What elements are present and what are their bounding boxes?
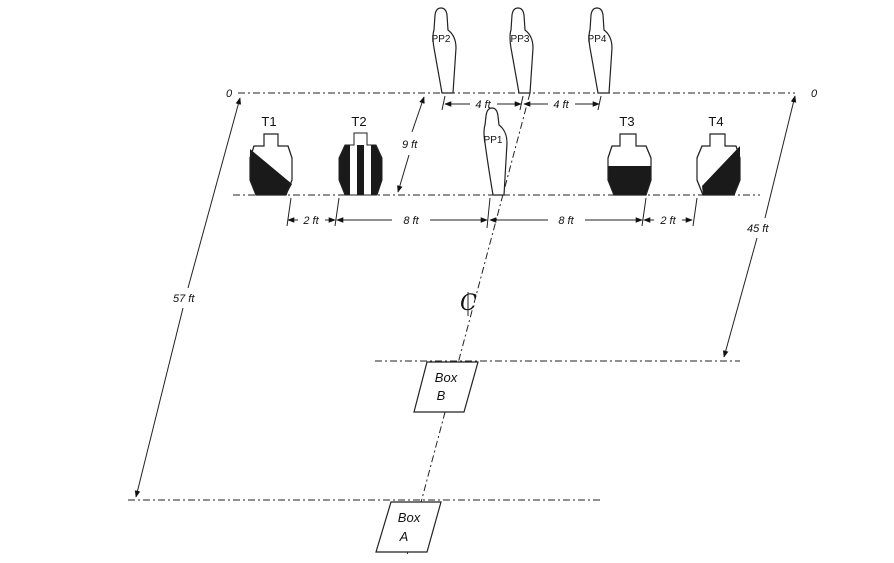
box-b-distance-label: 45 ft bbox=[747, 223, 769, 235]
t2-stripe-right bbox=[364, 145, 371, 195]
t2-stripe-left bbox=[350, 145, 357, 195]
t2-shading bbox=[339, 145, 382, 195]
box-a bbox=[375, 501, 442, 553]
pp-gap-right-label: 4 ft bbox=[553, 99, 569, 111]
box-b-label-line2: B bbox=[437, 388, 446, 403]
box-b-label-line1: Box bbox=[435, 370, 458, 385]
center-t3-label: 8 ft bbox=[558, 215, 574, 227]
t3-shading bbox=[608, 166, 651, 195]
box-a-label-line2: A bbox=[399, 529, 409, 544]
target-t1 bbox=[249, 133, 293, 196]
pp1-label: PP1 bbox=[484, 135, 503, 146]
box-b-distance-arrow-top bbox=[764, 95, 797, 219]
box-b bbox=[413, 361, 479, 413]
box-a-distance-arrow-top bbox=[187, 97, 242, 289]
pp1-silhouette bbox=[483, 107, 508, 196]
depth-arrow-top bbox=[411, 96, 425, 133]
t4-label: T4 bbox=[708, 114, 723, 129]
pp2-label: PP2 bbox=[432, 34, 451, 45]
pp2-silhouette bbox=[432, 7, 457, 94]
pp3-label: PP3 bbox=[511, 34, 530, 45]
depth-label: 9 ft bbox=[402, 139, 418, 151]
box-a-distance-arrow-bottom bbox=[134, 307, 184, 498]
t1-t2-label: 2 ft bbox=[302, 215, 319, 227]
box-a-distance-label: 57 ft bbox=[173, 293, 195, 305]
target-t2 bbox=[338, 132, 383, 196]
zero-label-left: 0 bbox=[226, 88, 233, 100]
no-shoot-pp1 bbox=[483, 107, 508, 196]
pp-gap-left-label: 4 ft bbox=[475, 99, 491, 111]
t4-shading bbox=[702, 146, 740, 195]
t1-label: T1 bbox=[261, 114, 276, 129]
target-t4 bbox=[696, 133, 741, 196]
pp3-silhouette bbox=[509, 7, 534, 94]
t2-label: T2 bbox=[351, 114, 366, 129]
pp4-silhouette bbox=[588, 7, 613, 94]
t1-shading bbox=[250, 149, 292, 195]
pp4-label: PP4 bbox=[588, 34, 607, 45]
no-shoot-pp3 bbox=[509, 7, 534, 94]
t2-center-label: 8 ft bbox=[403, 215, 419, 227]
box-a-label-line1: Box bbox=[398, 510, 421, 525]
no-shoot-pp4 bbox=[588, 7, 613, 94]
target-t3 bbox=[607, 133, 652, 196]
box-b-distance-arrow-bottom bbox=[722, 237, 758, 358]
zero-label-right: 0 bbox=[811, 88, 818, 100]
t2-outline bbox=[338, 132, 383, 196]
no-shoot-pp2 bbox=[432, 7, 457, 94]
t3-t4-label: 2 ft bbox=[659, 215, 676, 227]
centerline bbox=[406, 92, 531, 556]
depth-arrow-bottom bbox=[397, 154, 410, 193]
t3-label: T3 bbox=[619, 114, 634, 129]
